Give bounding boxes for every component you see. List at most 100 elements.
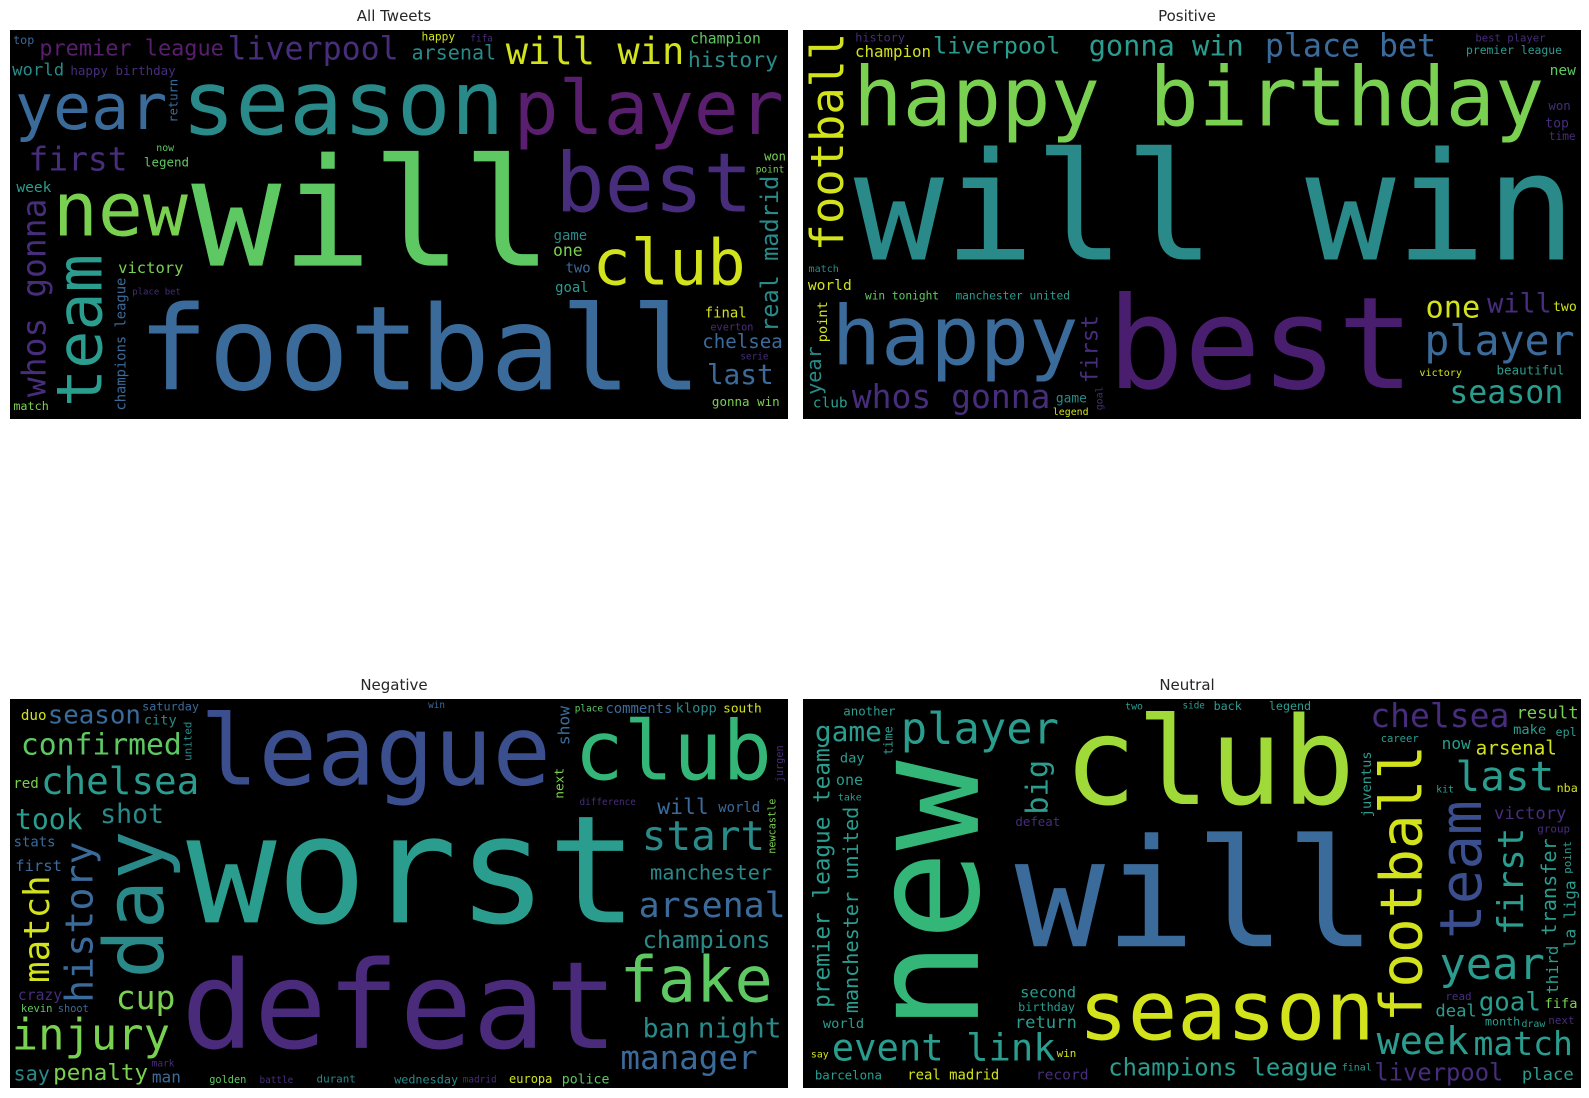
word-everton: everton [710,322,753,333]
word-will-win: will win [506,30,685,73]
word-third: third [1543,946,1562,994]
word-new: new [53,166,189,253]
word-south: south [723,702,762,717]
word-penalty: penalty [53,1060,148,1086]
word-champions: champions [643,926,771,954]
word-golden: golden [209,1074,246,1086]
word-first: first [28,139,127,178]
word-career: career [1381,733,1419,745]
word-chelsea: chelsea [1370,699,1509,735]
word-season: season [1449,375,1563,411]
word-game: game [554,228,587,244]
word-world: world [808,277,852,294]
word-happy-birthday: happy birthday [70,63,176,78]
word-read: read [1445,990,1471,1003]
word-manchester-united: manchester united [839,807,863,1014]
word-shot: shot [100,799,164,830]
word-match: match [809,264,839,275]
word-won: won [1548,98,1570,113]
word-kevin: kevin [21,1003,53,1015]
word-man: man [152,1068,181,1087]
word-liverpool: liverpool [1374,1059,1503,1087]
word-whos-gonna: whos gonna [852,377,1051,416]
word-arsenal: arsenal [1476,736,1557,759]
word-first: first [1078,315,1104,383]
word-stats: stats [14,834,56,850]
word-match: match [1474,1024,1573,1063]
word-jurgen: jurgen [775,745,786,782]
word-goal: goal [555,280,588,296]
word-one: one [836,771,863,789]
word-club: club [1064,699,1355,833]
word-battle: battle [259,1075,293,1086]
word-durant: durant [317,1072,356,1085]
word-saturday: saturday [142,699,199,713]
word-night: night [698,1012,782,1045]
word-arsenal: arsenal [411,41,496,65]
word-draw: draw [1522,1019,1546,1030]
word-fake: fake [620,943,773,1017]
word-another: another [843,703,895,718]
word-duo: duo [21,708,47,724]
word-newcastle: newcastle [768,799,779,854]
word-club: club [593,226,746,300]
word-will: will [657,795,709,820]
word-say: say [13,1061,49,1085]
word-two: two [1553,300,1577,315]
word-player: player [514,65,784,152]
word-week: week [16,179,51,196]
word-two: two [566,261,591,277]
word-comments: comments [605,701,672,717]
word-next: next [1548,1014,1574,1027]
word-victory: victory [118,259,183,277]
word-united: united [182,722,195,761]
word-la-liga: la liga [1561,880,1580,948]
word-police: police [562,1073,610,1088]
word-football: football [138,280,702,417]
word-side: side [1183,700,1206,711]
word-last: last [1456,753,1555,801]
word-victory: victory [1494,804,1566,824]
word-now: now [156,143,174,154]
word-new: new [840,760,1014,1032]
word-return: return [167,79,181,123]
word-europa: europa [509,1072,552,1086]
word-beautiful: beautiful [1497,363,1565,378]
word-best: best [555,137,752,232]
word-will: will [1487,289,1552,320]
word-mark: mark [152,1058,175,1069]
word-difference: difference [579,797,636,808]
word-history: history [855,31,905,45]
word-deal: deal [1435,1002,1476,1022]
word-day: day [840,751,865,767]
word-legend: legend [144,155,189,170]
word-season: season [1078,964,1374,1059]
word-epl: epl [1556,725,1577,739]
word-defeat: defeat [1015,814,1060,829]
word-time: time [882,726,896,755]
chart-title-negative: Negative [360,676,428,694]
word-real-madrid: real madrid [756,176,784,332]
word-week: week [1377,1019,1469,1064]
word-serie: serie [740,352,769,363]
word-two: two [1125,701,1143,712]
word-liverpool: liverpool [227,32,398,68]
word-group: group [1537,822,1570,835]
word-took: took [15,803,83,836]
word-goal: goal [1095,387,1106,411]
word-juventus: juventus [1359,751,1375,817]
word-madrid: madrid [463,1074,497,1085]
word-final: final [1342,1062,1372,1073]
word-year: year [803,346,826,395]
word-premier-league: premier league [1466,43,1562,57]
word-point: point [815,301,831,342]
word-second: second [1020,984,1076,1002]
word-happy-birthday: happy birthday [853,50,1544,145]
word-record: record [1036,1067,1089,1084]
word-manchester-united: manchester united [955,290,1070,303]
word-cup: cup [116,978,176,1017]
word-ban: ban [643,1014,691,1045]
word-world: world [12,61,64,81]
word-team: team [42,254,116,407]
